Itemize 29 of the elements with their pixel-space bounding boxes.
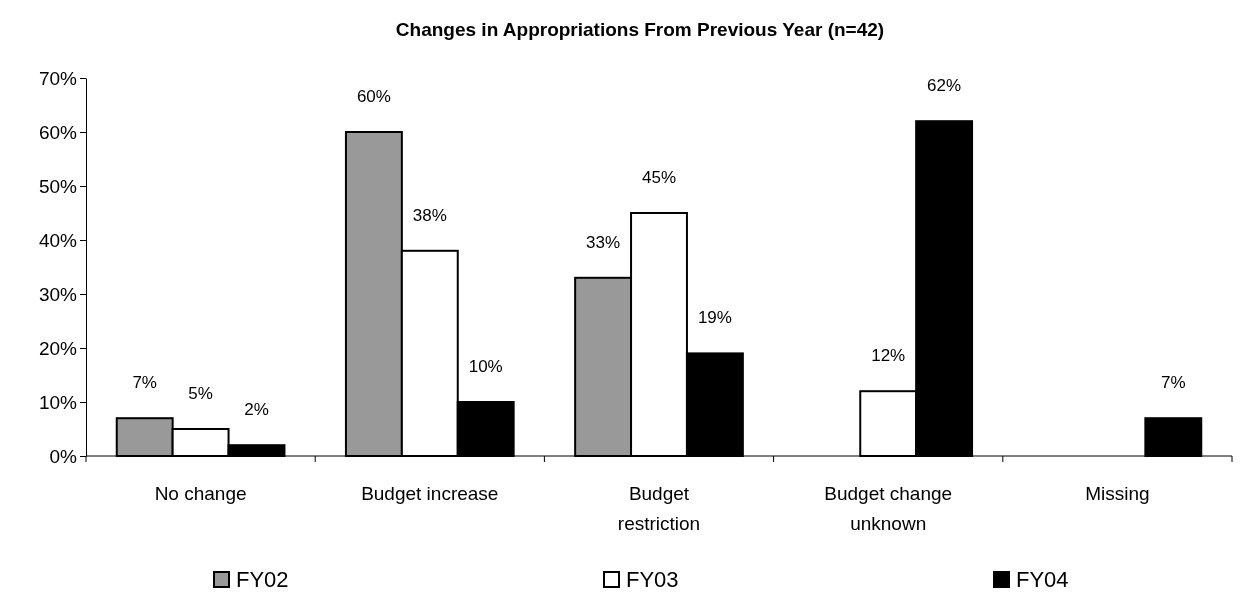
x-tick-label: Missing	[1085, 483, 1150, 504]
legend-label: FY02	[236, 567, 289, 592]
data-label: 7%	[132, 373, 157, 393]
y-tick-label: 40%	[38, 229, 78, 251]
data-label: 62%	[927, 76, 962, 96]
y-tick-label: 10%	[38, 391, 78, 413]
y-tick-label: 70%	[38, 67, 78, 89]
x-tick-label: Budget change unknown	[824, 483, 953, 534]
data-label: 10%	[468, 357, 503, 376]
data-label: 12%	[871, 346, 906, 366]
y-tick-label: 50%	[38, 175, 78, 197]
data-label: 2%	[244, 400, 269, 420]
data-label: 7%	[1161, 373, 1186, 393]
x-tick-label: No change	[154, 483, 247, 504]
data-label: 19%	[697, 308, 732, 328]
y-tick-label: 20%	[38, 337, 78, 359]
legend-label: FY03	[626, 567, 679, 592]
x-tick-label: Budget restriction	[617, 483, 701, 534]
y-tick-label: 0%	[49, 445, 78, 467]
data-label: 45%	[641, 168, 677, 187]
data-label: 5%	[188, 384, 213, 403]
data-label: 60%	[356, 87, 391, 106]
data-label: 38%	[412, 205, 447, 225]
y-tick-label: 30%	[38, 283, 78, 305]
legend-label: FY04	[1016, 567, 1069, 592]
chart-title: Changes in Appropriations From Previous Year (n=42)	[395, 19, 885, 40]
x-tick-label: Budget increase	[361, 483, 499, 504]
data-label: 33%	[586, 232, 621, 252]
y-tick-label: 60%	[38, 121, 78, 143]
